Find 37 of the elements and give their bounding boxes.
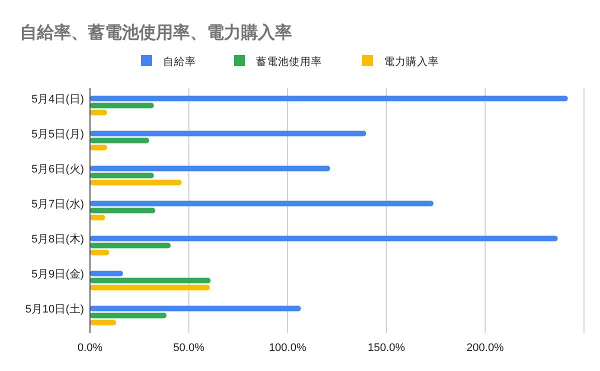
bar [90, 102, 154, 108]
bar [90, 306, 301, 312]
y-tick-label: 5月6日(火) [31, 162, 84, 176]
y-tick-label: 5月4日(日) [31, 94, 84, 106]
bar [90, 284, 210, 290]
bar [90, 236, 558, 242]
legend-label: 電力購入率 [384, 55, 439, 68]
bar [90, 208, 156, 214]
x-tick-label: 50.0% [173, 342, 205, 354]
legend-label: 自給率 [163, 55, 196, 68]
x-tick-label: 100.0% [268, 342, 306, 354]
bar [90, 180, 182, 186]
bar [90, 270, 123, 276]
bar [90, 312, 166, 318]
x-tick-label: 0.0% [77, 342, 103, 354]
bar [90, 214, 106, 220]
x-tick-label: 150.0% [368, 342, 406, 354]
chart-title: 自給率、蓄電池使用率、電力購入率 [20, 23, 292, 42]
bar [90, 144, 107, 150]
bar [90, 166, 330, 172]
y-tick-label: 5月5日(月) [31, 128, 84, 140]
bar [90, 250, 110, 256]
y-tick-label: 5月7日(水) [31, 198, 84, 210]
x-tick-label: 200.0% [466, 342, 504, 354]
y-tick-label: 5月9日(金) [31, 268, 84, 280]
bar [90, 110, 107, 116]
legend-label: 蓄電池使用率 [256, 55, 322, 68]
y-tick-label: 5月10日(土) [25, 302, 84, 316]
bar [90, 138, 150, 144]
bar [90, 200, 434, 206]
bar [90, 172, 154, 178]
bar [90, 130, 366, 136]
bar [90, 242, 171, 248]
bar [90, 278, 211, 284]
bar [90, 96, 568, 102]
y-tick-label: 5月8日(木) [31, 232, 84, 246]
bar [90, 320, 116, 326]
